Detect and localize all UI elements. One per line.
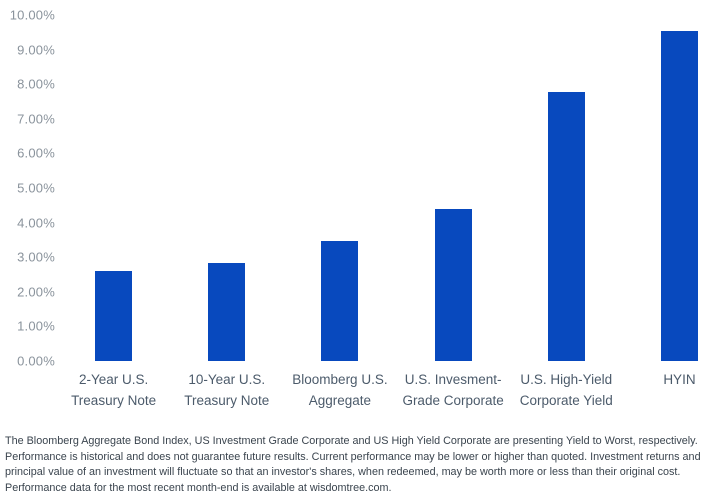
x-axis-label-line: 10-Year U.S. (188, 372, 266, 387)
y-axis-tick-label: 3.00% (17, 249, 55, 265)
y-axis-tick-label: 0.00% (17, 353, 55, 369)
bar-6 (660, 30, 698, 361)
x-axis-label-line: Bloomberg U.S. (292, 372, 388, 387)
x-axis-label: HYIN (623, 369, 714, 411)
bar-2 (208, 263, 246, 361)
bar-column (510, 15, 623, 361)
y-axis-tick-label: 8.00% (17, 76, 55, 92)
x-axis-label: U.S. High-Yield Corporate Yield (510, 369, 623, 411)
x-axis-label: 10-Year U.S. Treasury Note (170, 369, 283, 411)
bar-3 (321, 240, 359, 361)
bar-column (623, 15, 714, 361)
bar-column (170, 15, 283, 361)
bar-4 (434, 208, 472, 361)
bar-5 (547, 92, 585, 361)
y-axis-tick-label: 5.00% (17, 180, 55, 196)
y-axis-tick-label: 2.00% (17, 284, 55, 300)
bar-1 (95, 271, 133, 361)
x-axis-label: 2-Year U.S. Treasury Note (57, 369, 170, 411)
x-axis-label-line: Treasury Note (184, 393, 270, 408)
x-axis-label-line: U.S. Invesment- (404, 372, 502, 387)
y-axis-tick-label: 10.00% (9, 7, 55, 23)
y-axis: 10.00% 9.00% 8.00% 7.00% 6.00% 5.00% 4.00% 3.00… (0, 0, 55, 430)
y-axis-tick-label: 6.00% (17, 145, 55, 161)
x-axis-label-line: 2-Year U.S. (78, 372, 149, 387)
x-axis-label-line: Grade Corporate (402, 393, 504, 408)
x-axis-label-line: U.S. High-Yield (520, 372, 613, 387)
bar-chart: 10.00% 9.00% 8.00% 7.00% 6.00% 5.00% 4.00% 3.00… (0, 0, 714, 430)
y-axis-tick-label: 9.00% (17, 42, 55, 58)
y-axis-tick-label: 4.00% (17, 215, 55, 231)
footnote-disclaimer: The Bloomberg Aggregate Bond Index, US I… (5, 435, 701, 494)
x-axis-label-line: Treasury Note (71, 393, 157, 408)
x-axis-label-line: Corporate Yield (519, 393, 613, 408)
bar-column (397, 15, 510, 361)
bar-column (283, 15, 396, 361)
x-axis: 2-Year U.S. Treasury Note 10-Year U.S. Trea… (57, 369, 714, 411)
x-axis-label: Bloomberg U.S. Aggregate (283, 369, 396, 411)
x-axis-label: U.S. Invesment- Grade Corporate (397, 369, 510, 411)
plot-area (57, 15, 714, 361)
x-axis-label-line: HYIN (663, 372, 696, 387)
y-axis-tick-label: 7.00% (17, 111, 55, 127)
x-axis-label-line: Aggregate (308, 393, 372, 408)
y-axis-tick-label: 1.00% (17, 318, 55, 334)
bar-column (57, 15, 170, 361)
